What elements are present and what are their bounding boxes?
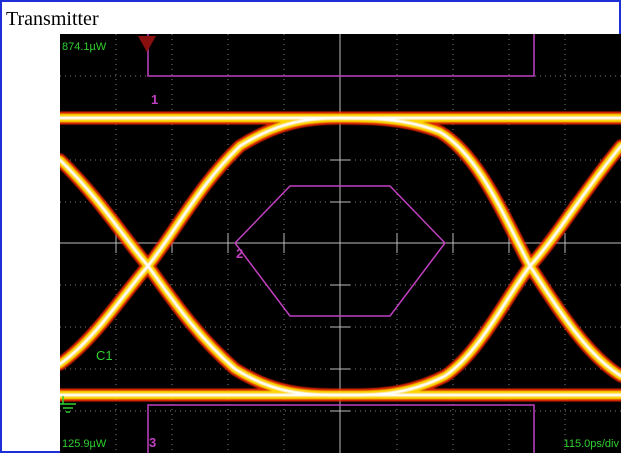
eye-diagram: 874.1µW 125.9µW 115.0ps/div C1 1 2 3 <box>60 34 621 453</box>
grid-axes <box>60 34 621 453</box>
channel-label: C1 <box>96 348 113 363</box>
top-power-label: 874.1µW <box>62 41 107 53</box>
mask-top <box>147 34 535 77</box>
mask-label-3: 3 <box>149 435 156 450</box>
page-title: Transmitter <box>6 8 99 30</box>
oscilloscope-display[interactable]: 874.1µW 125.9µW 115.0ps/div C1 1 2 3 <box>60 34 621 453</box>
mask-bottom <box>147 404 535 453</box>
bottom-power-label: 125.9µW <box>62 438 107 450</box>
timebase-label: 115.0ps/div <box>564 438 620 450</box>
mask-label-1: 1 <box>151 92 158 107</box>
eye-trace <box>60 111 621 402</box>
mask-regions <box>147 34 535 453</box>
mask-center <box>234 185 446 317</box>
ground-icon <box>60 396 76 413</box>
mask-label-2: 2 <box>236 246 243 261</box>
trigger-arrow-icon <box>138 36 156 52</box>
